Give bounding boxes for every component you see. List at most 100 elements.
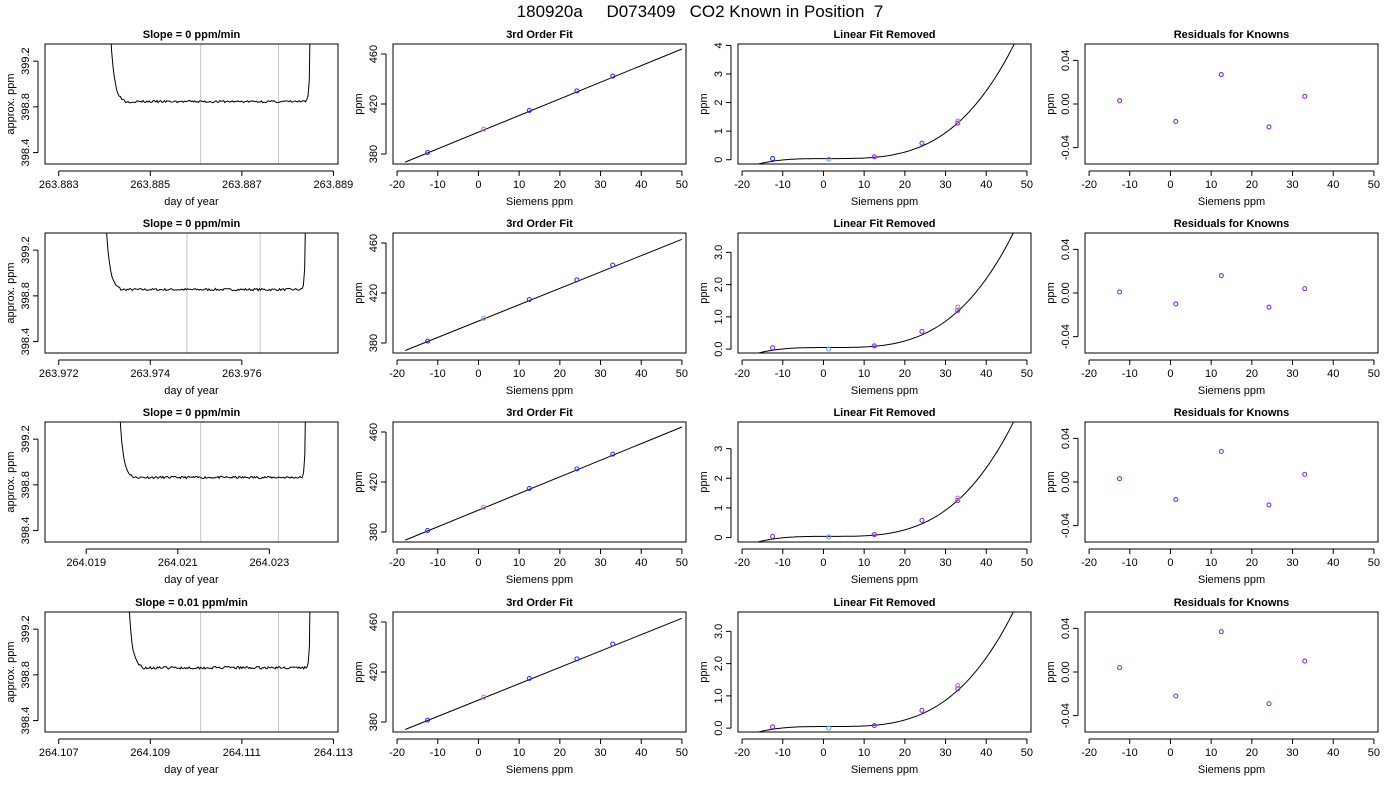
panel-title: 3rd Order Fit [506, 218, 573, 230]
data-point [481, 315, 487, 321]
fit-line [405, 48, 683, 163]
y-tick-label: 3.0 [713, 245, 725, 260]
data-point [1117, 665, 1123, 671]
y-tick-label: 399.2 [20, 47, 32, 75]
plot-frame [392, 421, 687, 543]
plot-area [405, 48, 683, 163]
panel-title: 3rd Order Fit [506, 597, 573, 609]
plot-area [405, 238, 683, 351]
y-tick-label: -0.04 [1060, 513, 1072, 538]
plot-area [1117, 272, 1308, 310]
data-point [826, 346, 832, 352]
x-tick-label: 0 [475, 179, 481, 191]
y-tick-label: 420 [368, 473, 380, 491]
y-tick-label: 420 [368, 284, 380, 302]
x-tick-label: 30 [594, 747, 606, 759]
x-axis-label: Siemens ppm [851, 574, 918, 586]
plot-frame [1084, 232, 1379, 354]
plot-area [405, 617, 683, 730]
x-axis-label: day of year [164, 574, 219, 586]
y-tick-label: 0.00 [1060, 282, 1072, 303]
y-tick-label: 398.8 [20, 93, 32, 121]
chart-panel: Slope = 0.01 ppm/min 264.107 264.109 264.11… [5, 597, 353, 776]
x-axis: -20 -10 0 10 20 30 40 50 Siemens ppm [389, 170, 688, 208]
x-tick-label: 10 [858, 368, 870, 380]
chart-panel: Residuals for Knowns -20 -10 0 10 20 30 40 50 Sie… [1045, 597, 1380, 776]
data-point [1218, 272, 1224, 279]
x-tick-label: 40 [1327, 179, 1339, 191]
panel-title: Residuals for Knowns [1174, 597, 1290, 609]
data-point [1173, 693, 1179, 699]
y-tick-label: 0 [713, 157, 725, 163]
x-tick-label: 50 [1021, 747, 1033, 759]
x-tick-label: -10 [1122, 747, 1138, 759]
plot-area [110, 44, 311, 104]
y-axis-label: approx. ppm [5, 641, 17, 702]
data-point [955, 307, 961, 313]
x-tick-label: 263.974 [130, 368, 170, 380]
data-point [610, 641, 616, 647]
data-point [526, 675, 532, 682]
data-point [610, 262, 616, 268]
data-point [1218, 448, 1224, 455]
y-tick-label: 0.04 [1060, 50, 1072, 71]
x-tick-label: 40 [635, 368, 647, 380]
x-axis-label: Siemens ppm [851, 196, 918, 208]
data-point [871, 343, 877, 349]
y-tick-label: 0.00 [1060, 471, 1072, 492]
x-tick-label: 50 [1021, 557, 1033, 569]
y-tick-label: 0.00 [1060, 93, 1072, 114]
panel-title: Linear Fit Removed [833, 218, 935, 230]
data-point [425, 149, 431, 156]
data-point [955, 120, 961, 126]
y-tick-label: 398.8 [20, 471, 32, 499]
plot-area [756, 44, 1015, 164]
panel-title: Slope = 0 ppm/min [143, 218, 241, 230]
x-tick-label: 263.889 [314, 179, 354, 191]
y-tick-label: -0.04 [1060, 703, 1072, 728]
x-tick-label: 264.021 [158, 557, 198, 569]
data-point [425, 717, 431, 723]
x-tick-label: 0 [1167, 557, 1173, 569]
x-axis: -20 -10 0 10 20 30 40 50 Siemens ppm [734, 548, 1033, 586]
data-point [826, 156, 832, 162]
data-trace [110, 44, 311, 104]
x-tick-label: 0 [475, 557, 481, 569]
chart-panel: Linear Fit Removed-20 -10 0 10 20 30 40 50Sieme… [698, 407, 1033, 586]
x-tick-label: 30 [594, 557, 606, 569]
x-tick-label: -10 [430, 368, 446, 380]
chart-panel: Linear Fit Removed-20 -10 0 10 20 30 40 50Sieme… [698, 597, 1033, 776]
y-tick-label: 398.8 [20, 661, 32, 689]
y-tick-label: 0 [713, 534, 725, 540]
x-tick-label: 264.019 [66, 557, 106, 569]
x-tick-label: -20 [389, 747, 405, 759]
x-tick-label: 30 [1286, 179, 1298, 191]
y-tick-label: 398.4 [20, 707, 32, 735]
y-axis-label: ppm [353, 93, 365, 114]
plot-area [106, 233, 306, 292]
x-tick-label: 0 [1167, 747, 1173, 759]
plot-area [1117, 448, 1308, 508]
x-axis-label: day of year [164, 764, 219, 776]
chart-panel: Residuals for Knowns -20 -10 0 10 20 30 40 50 Sie… [1045, 218, 1380, 397]
x-tick-label: 263.887 [222, 179, 262, 191]
data-point [1302, 658, 1308, 664]
y-tick-label: 460 [368, 234, 380, 252]
y-tick-label: 1 [713, 128, 725, 134]
y-tick-label: 398.4 [20, 517, 32, 545]
x-tick-label: 0 [475, 747, 481, 759]
x-tick-label: 30 [939, 179, 951, 191]
y-axis-label: ppm [1045, 471, 1057, 492]
x-tick-label: 40 [635, 557, 647, 569]
data-point [610, 451, 616, 457]
x-tick-label: -10 [1122, 179, 1138, 191]
panel-title: Residuals for Knowns [1174, 29, 1290, 41]
data-point [955, 118, 961, 124]
y-tick-label: 0.00 [1060, 661, 1072, 682]
y-tick-label: -0.04 [1060, 135, 1072, 160]
x-tick-label: 40 [980, 557, 992, 569]
x-tick-label: 263.885 [130, 179, 170, 191]
y-axis-label: ppm [1045, 282, 1057, 303]
